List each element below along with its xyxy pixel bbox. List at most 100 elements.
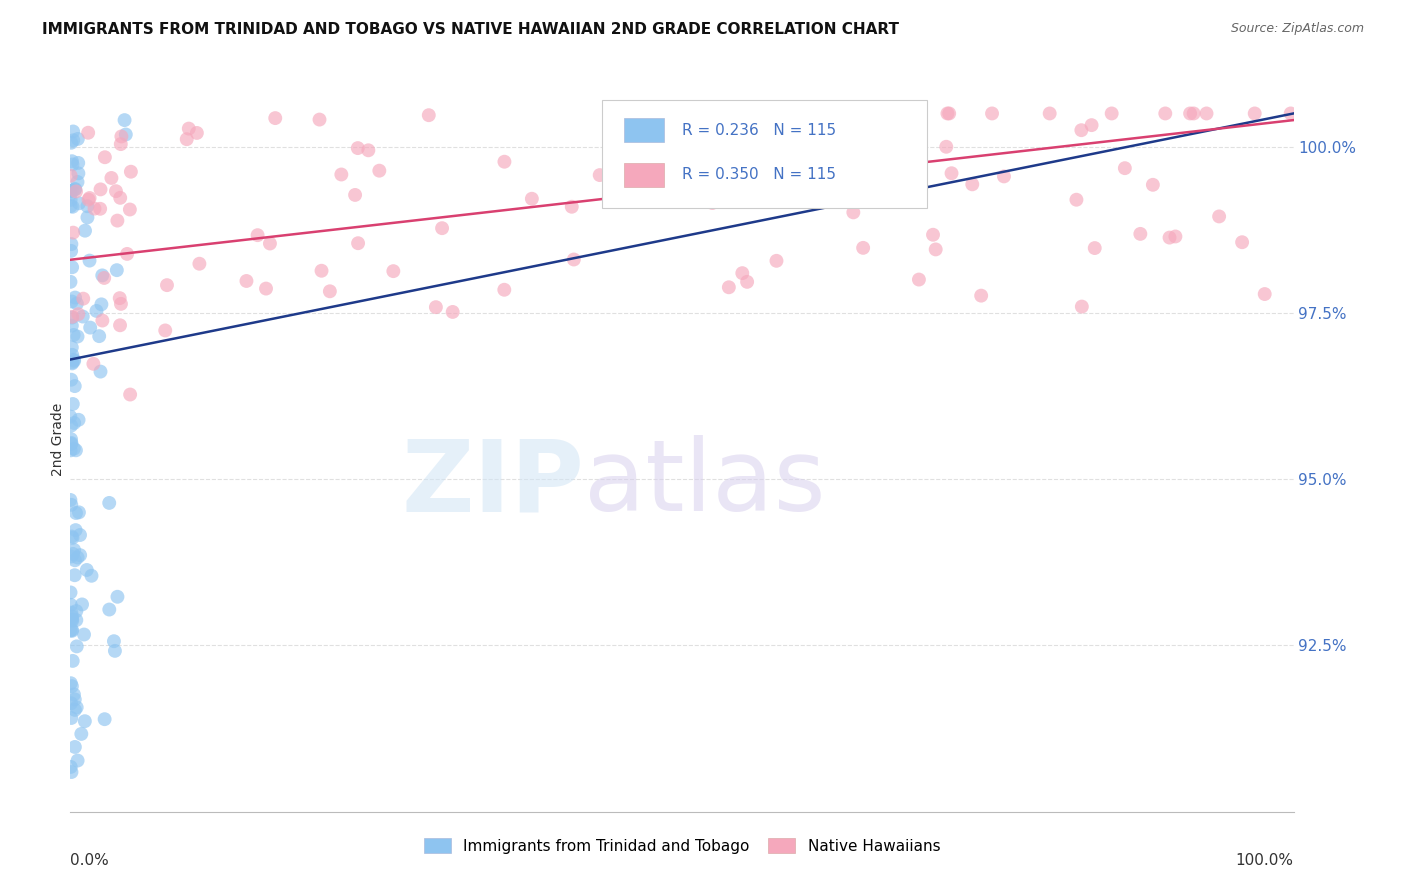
Point: [1182, 106, 1205, 120]
Point: [344, 188, 367, 202]
Point: [59, 186, 82, 201]
Point: [259, 236, 281, 251]
Point: [91, 313, 114, 327]
Point: [60, 348, 83, 362]
Point: [93, 712, 115, 726]
Point: [1101, 106, 1123, 120]
Point: [110, 191, 132, 205]
Text: IMMIGRANTS FROM TRINIDAD AND TOBAGO VS NATIVE HAWAIIAN 2ND GRADE CORRELATION CHA: IMMIGRANTS FROM TRINIDAD AND TOBAGO VS N…: [42, 22, 900, 37]
Point: [70, 727, 93, 741]
Point: [67, 166, 90, 180]
Point: [311, 264, 333, 278]
Text: R = 0.236   N = 115: R = 0.236 N = 115: [682, 123, 837, 137]
Point: [72, 310, 94, 324]
Point: [60, 498, 83, 512]
Point: [643, 153, 665, 168]
Point: [62, 157, 84, 171]
Point: [59, 613, 82, 627]
Point: [76, 211, 98, 225]
Point: [82, 357, 104, 371]
FancyBboxPatch shape: [624, 163, 664, 186]
Point: [93, 271, 115, 285]
Point: [838, 179, 860, 194]
Point: [98, 602, 121, 616]
Point: [67, 307, 90, 321]
Legend: Immigrants from Trinidad and Tobago, Native Hawaiians: Immigrants from Trinidad and Tobago, Nat…: [418, 832, 946, 860]
Point: [89, 329, 111, 343]
Point: [73, 714, 96, 729]
Point: [59, 169, 82, 183]
Point: [59, 598, 82, 612]
Point: [308, 112, 330, 127]
Point: [63, 568, 86, 582]
Point: [60, 624, 83, 638]
Point: [494, 283, 516, 297]
Point: [922, 227, 945, 242]
Point: [1142, 178, 1164, 192]
Point: [1114, 161, 1136, 176]
Point: [65, 182, 87, 196]
Point: [76, 199, 98, 213]
Point: [1195, 106, 1218, 120]
Point: [731, 266, 754, 280]
Point: [936, 106, 959, 120]
Point: [176, 132, 198, 146]
Point: [935, 140, 957, 154]
Point: [67, 196, 90, 211]
Point: [60, 310, 83, 325]
Point: [155, 323, 177, 337]
Point: [65, 185, 87, 199]
Point: [59, 443, 82, 458]
Point: [114, 113, 136, 128]
Point: [72, 292, 94, 306]
Point: [83, 202, 105, 216]
Point: [62, 133, 84, 147]
FancyBboxPatch shape: [624, 119, 664, 142]
Point: [60, 609, 83, 624]
Point: [91, 268, 114, 283]
Point: [60, 237, 83, 252]
Point: [330, 168, 353, 182]
Point: [63, 687, 86, 701]
Point: [908, 272, 931, 286]
Point: [418, 108, 440, 122]
Point: [59, 585, 82, 599]
Point: [62, 124, 84, 138]
Point: [107, 590, 129, 604]
Point: [79, 320, 101, 334]
Point: [63, 291, 86, 305]
Point: [60, 623, 83, 637]
Point: [981, 106, 1004, 120]
Point: [520, 192, 543, 206]
Point: [69, 548, 91, 562]
Point: [924, 243, 946, 257]
Point: [63, 703, 86, 717]
Point: [848, 106, 870, 120]
Point: [810, 153, 832, 168]
Point: [67, 413, 90, 427]
Point: [938, 106, 960, 120]
Point: [63, 354, 86, 368]
Text: ZIP: ZIP: [401, 435, 583, 533]
Point: [1164, 229, 1187, 244]
Point: [67, 505, 90, 519]
Point: [63, 739, 86, 754]
Point: [60, 356, 83, 370]
Point: [63, 692, 86, 706]
Y-axis label: 2nd Grade: 2nd Grade: [51, 402, 65, 476]
Point: [73, 627, 96, 641]
Text: 0.0%: 0.0%: [70, 853, 110, 868]
Point: [1208, 210, 1230, 224]
Point: [60, 318, 83, 333]
Point: [79, 191, 101, 205]
Point: [430, 221, 453, 235]
Point: [727, 106, 749, 120]
Point: [186, 126, 208, 140]
Point: [100, 171, 122, 186]
Point: [1066, 193, 1088, 207]
Text: Source: ZipAtlas.com: Source: ZipAtlas.com: [1230, 22, 1364, 36]
Point: [60, 418, 83, 433]
Point: [66, 754, 89, 768]
Point: [67, 156, 90, 170]
Point: [690, 176, 713, 190]
